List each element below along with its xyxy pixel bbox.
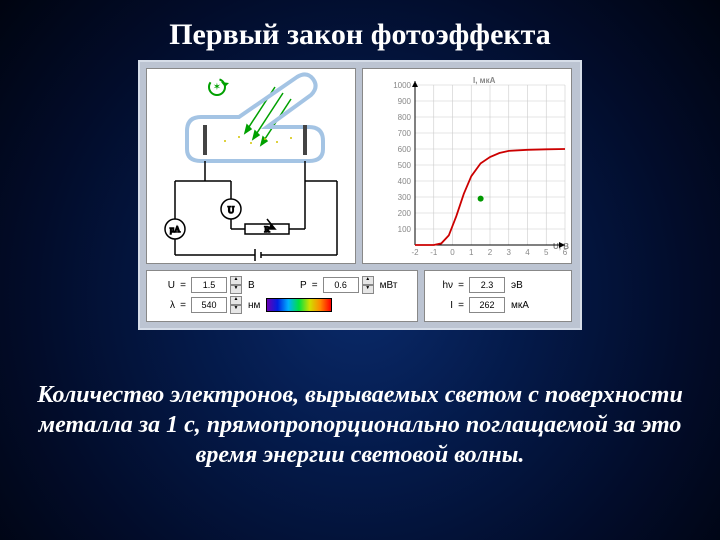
u-unit: В [248, 280, 255, 291]
svg-text:600: 600 [398, 145, 412, 154]
svg-text:2: 2 [488, 248, 493, 257]
sep: = [179, 300, 187, 311]
svg-text:800: 800 [398, 113, 412, 122]
rotation-icon: ✶ [209, 79, 229, 95]
law-text: Количество электронов, вырываемых светом… [30, 380, 690, 470]
p-label: P [285, 280, 307, 291]
electrodes [205, 125, 305, 155]
svg-text:✶: ✶ [213, 82, 221, 93]
svg-text:100: 100 [398, 225, 412, 234]
lambda-step-down-icon[interactable]: ▼ [230, 305, 242, 314]
u-input[interactable]: 1.5 [191, 277, 227, 293]
u-label: U [153, 280, 175, 291]
p-input[interactable]: 0.6 [323, 277, 359, 293]
p-stepper[interactable]: ▲ ▼ [362, 276, 374, 294]
sep: = [311, 280, 319, 291]
svg-text:700: 700 [398, 129, 412, 138]
u-step-down-icon[interactable]: ▼ [230, 285, 242, 294]
sep: = [179, 280, 187, 291]
svg-text:1: 1 [469, 248, 474, 257]
svg-text:4: 4 [525, 248, 530, 257]
p-step-up-icon[interactable]: ▲ [362, 276, 374, 285]
i-label: I [431, 300, 453, 311]
graph-y-label: I, мкА [473, 76, 496, 85]
circuit-wires: µА U [165, 161, 337, 261]
svg-text:-2: -2 [411, 248, 419, 257]
lambda-step-up-icon[interactable]: ▲ [230, 296, 242, 305]
p-step-down-icon[interactable]: ▼ [362, 285, 374, 294]
lambda-label: λ [153, 300, 175, 311]
svg-text:5: 5 [544, 248, 549, 257]
sep: = [457, 300, 465, 311]
svg-text:0: 0 [450, 248, 455, 257]
svg-text:500: 500 [398, 161, 412, 170]
hv-unit: эВ [511, 280, 523, 291]
lambda-unit: нм [248, 300, 260, 311]
circuit-svg: ✶ [147, 69, 357, 265]
sep: = [457, 280, 465, 291]
photoelectrons [224, 136, 292, 144]
svg-text:1000: 1000 [393, 81, 411, 90]
hv-label: hν [431, 280, 453, 291]
spectrum-bar [266, 298, 332, 312]
svg-text:900: 900 [398, 97, 412, 106]
svg-text:200: 200 [398, 209, 412, 218]
u-step-up-icon[interactable]: ▲ [230, 276, 242, 285]
svg-text:300: 300 [398, 193, 412, 202]
controls-right: hν = 2.3 эВ I = 262 мкА [424, 270, 572, 322]
controls-left: U = 1.5 ▲ ▼ В P = 0.6 ▲ ▼ мВт λ = [146, 270, 418, 322]
page-title: Первый закон фотоэффекта [0, 18, 720, 52]
svg-text:400: 400 [398, 177, 412, 186]
ammeter-label: µА [170, 225, 181, 234]
graph-marker [478, 196, 484, 202]
iv-graph: I, мкА U, В -2-10123456 1002003004005006… [367, 73, 569, 261]
hv-value: 2.3 [469, 277, 505, 293]
p-unit: мВт [380, 280, 398, 291]
i-value: 262 [469, 297, 505, 313]
graph-panel: I, мкА U, В -2-10123456 1002003004005006… [362, 68, 572, 264]
lambda-input[interactable]: 540 [191, 297, 227, 313]
svg-text:6: 6 [563, 248, 568, 257]
voltmeter-label: U [228, 205, 235, 215]
circuit-panel: ✶ [146, 68, 356, 264]
lambda-stepper[interactable]: ▲ ▼ [230, 296, 242, 314]
svg-text:3: 3 [507, 248, 512, 257]
i-unit: мкА [511, 300, 529, 311]
u-stepper[interactable]: ▲ ▼ [230, 276, 242, 294]
sim-panel: ✶ [138, 60, 582, 330]
svg-text:-1: -1 [430, 248, 438, 257]
